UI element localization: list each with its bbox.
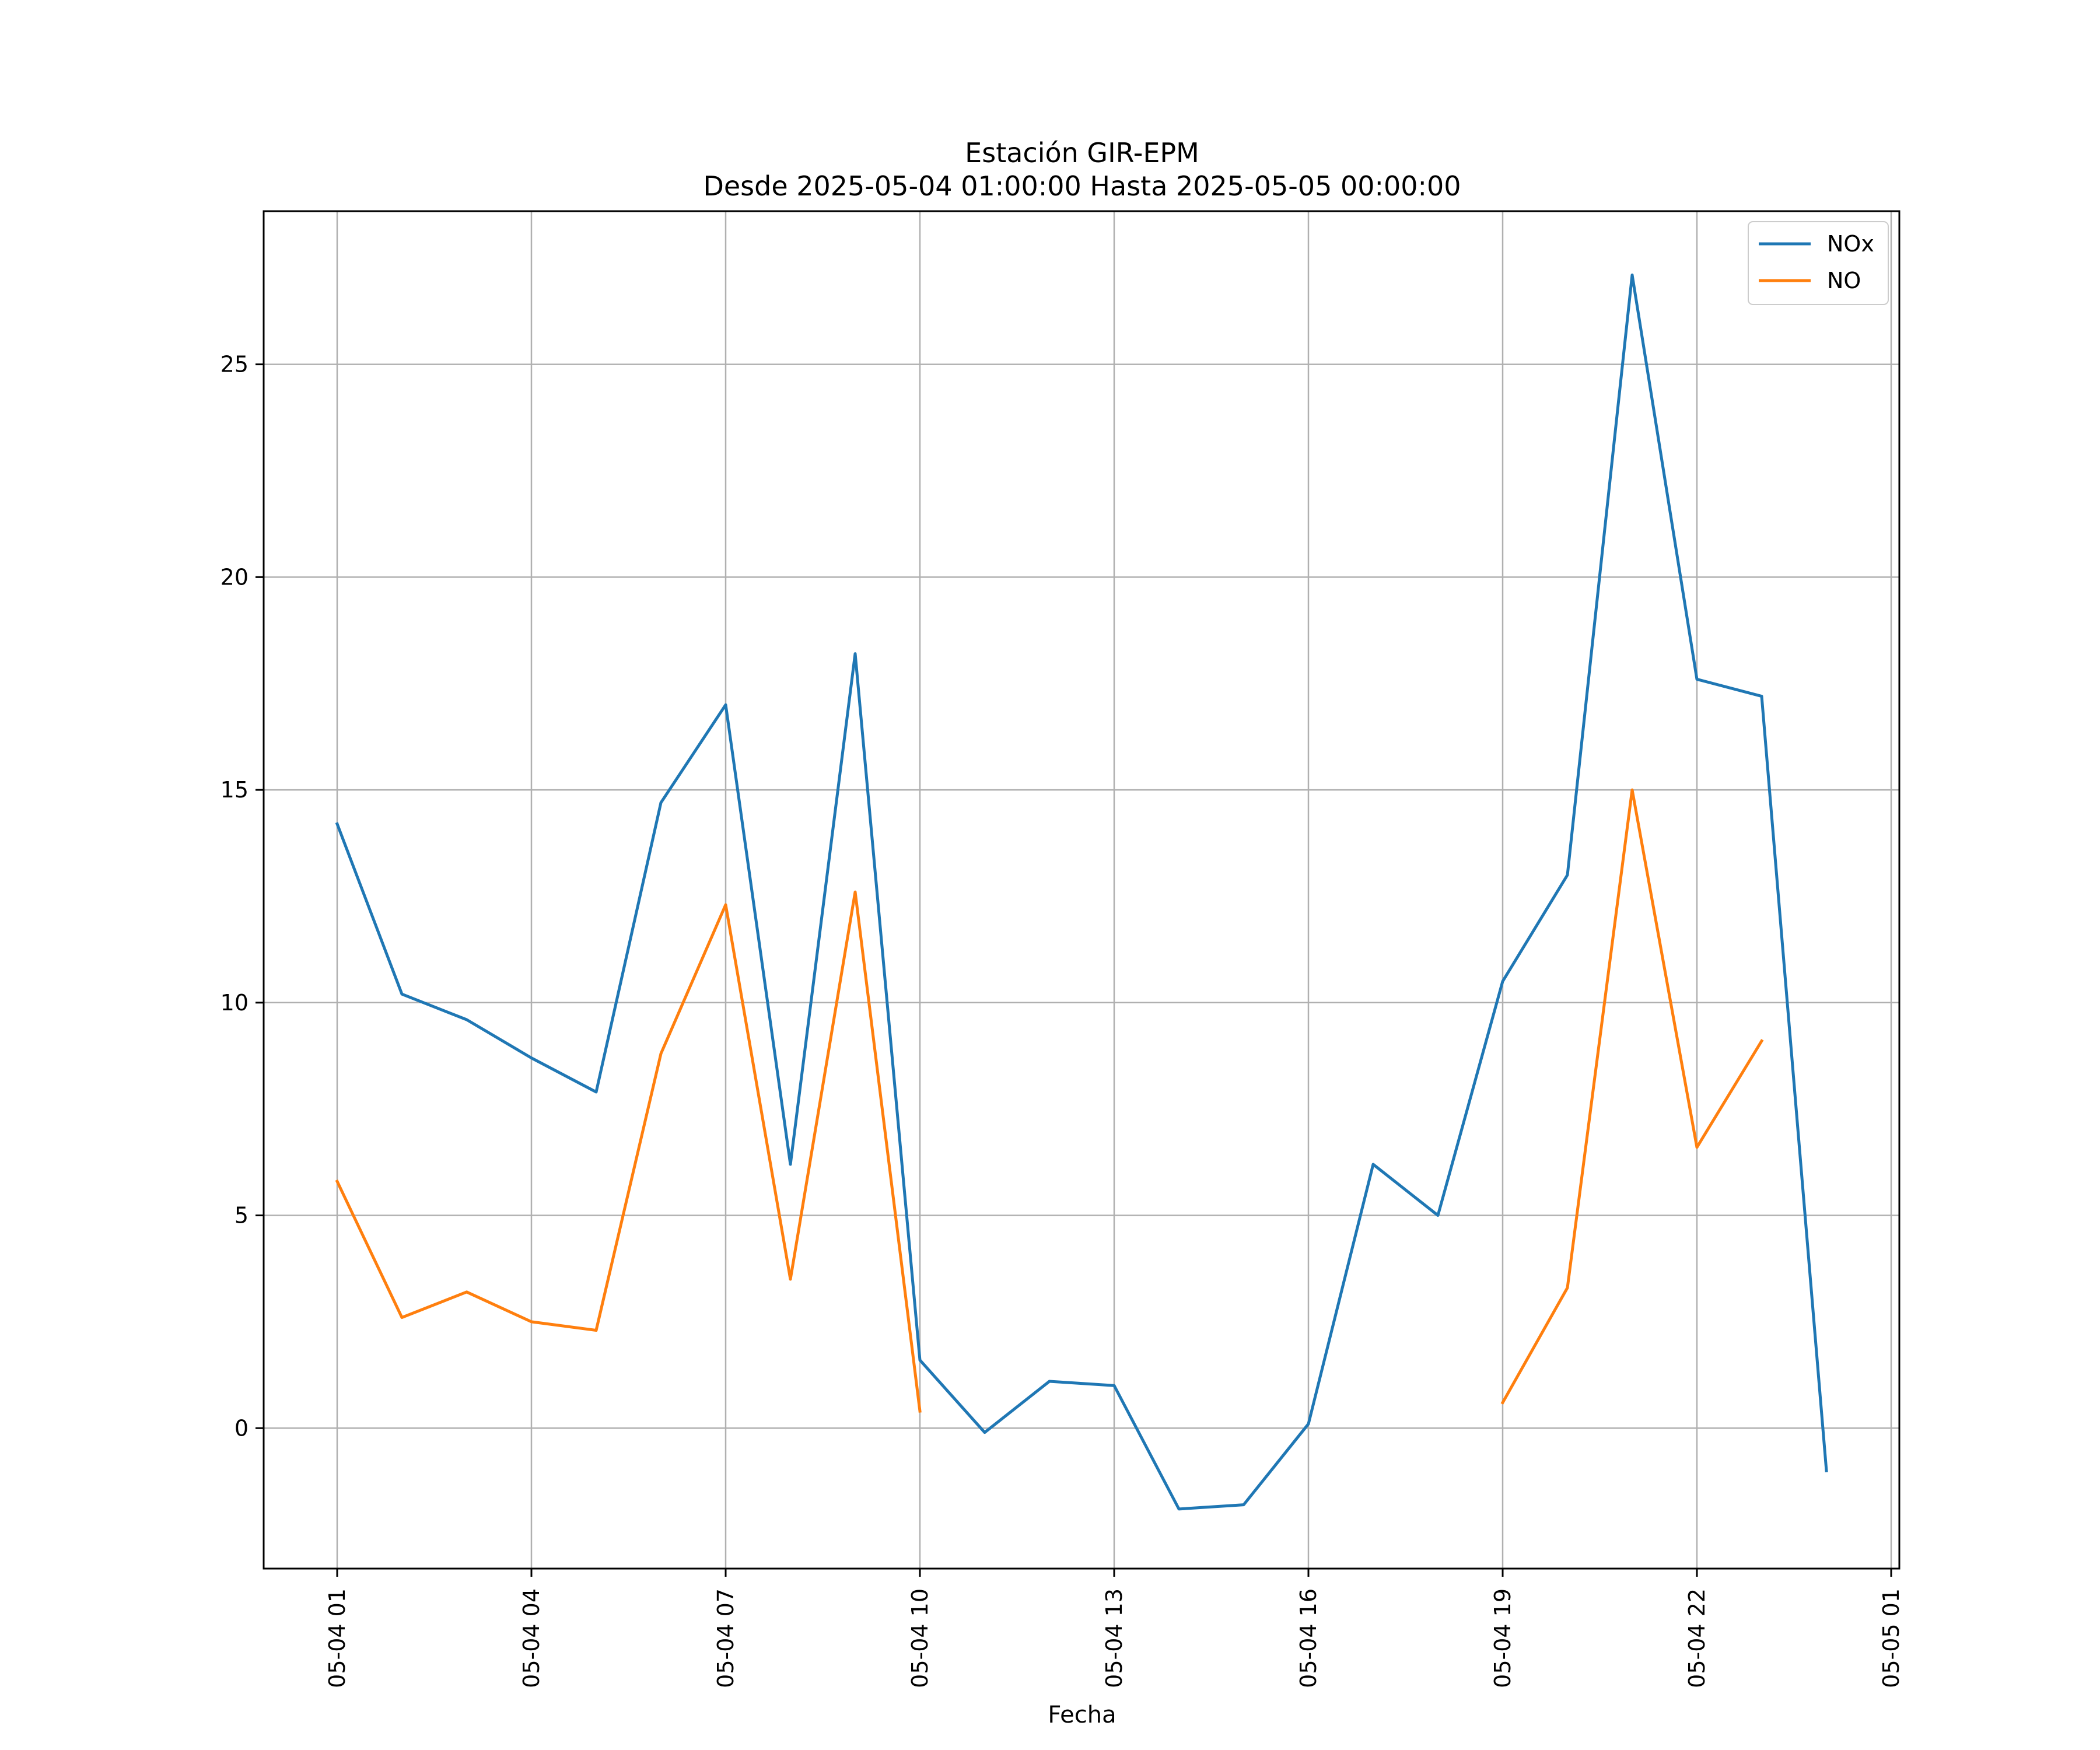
y-tick-label: 25 [220,352,249,377]
series-lines [335,273,1828,1511]
x-tick-label: 05-04 13 [1101,1588,1127,1688]
chart-title-line-2: Desde 2025-05-04 01:00:00 Hasta 2025-05-… [703,170,1461,202]
x-tick-label: 05-04 22 [1684,1588,1710,1688]
series-line-nox [335,273,1828,1511]
x-tick-label: 05-04 01 [324,1588,350,1688]
y-tick-label: 0 [235,1415,249,1441]
series-line-no [335,890,922,1413]
grid [264,211,1899,1569]
x-tick-label: 05-04 10 [907,1588,933,1688]
series-line-no [1500,788,1764,1405]
x-axis-label: Fecha [1048,1702,1116,1728]
legend-label-nox: NOx [1827,231,1874,257]
y-tick-label: 15 [220,777,249,803]
x-tick-label: 05-04 07 [713,1588,738,1688]
legend: NOx NO [1748,221,1889,305]
plot-frame [262,210,1901,1570]
chart-title-line-1: Estación GIR-EPM [965,137,1199,169]
legend-label-no: NO [1827,268,1861,293]
x-tick-label: 05-05 01 [1878,1588,1904,1688]
x-tick-label: 05-04 16 [1296,1588,1321,1688]
axis-ticks: 05-04 01 05-04 04 05-04 07 05-04 10 05-04 13… [220,352,1904,1688]
x-tick-label: 05-04 04 [519,1588,544,1688]
y-tick-label: 10 [220,990,249,1016]
y-tick-label: 20 [220,564,249,590]
x-tick-label: 05-04 19 [1490,1588,1516,1688]
y-tick-label: 5 [235,1203,249,1228]
